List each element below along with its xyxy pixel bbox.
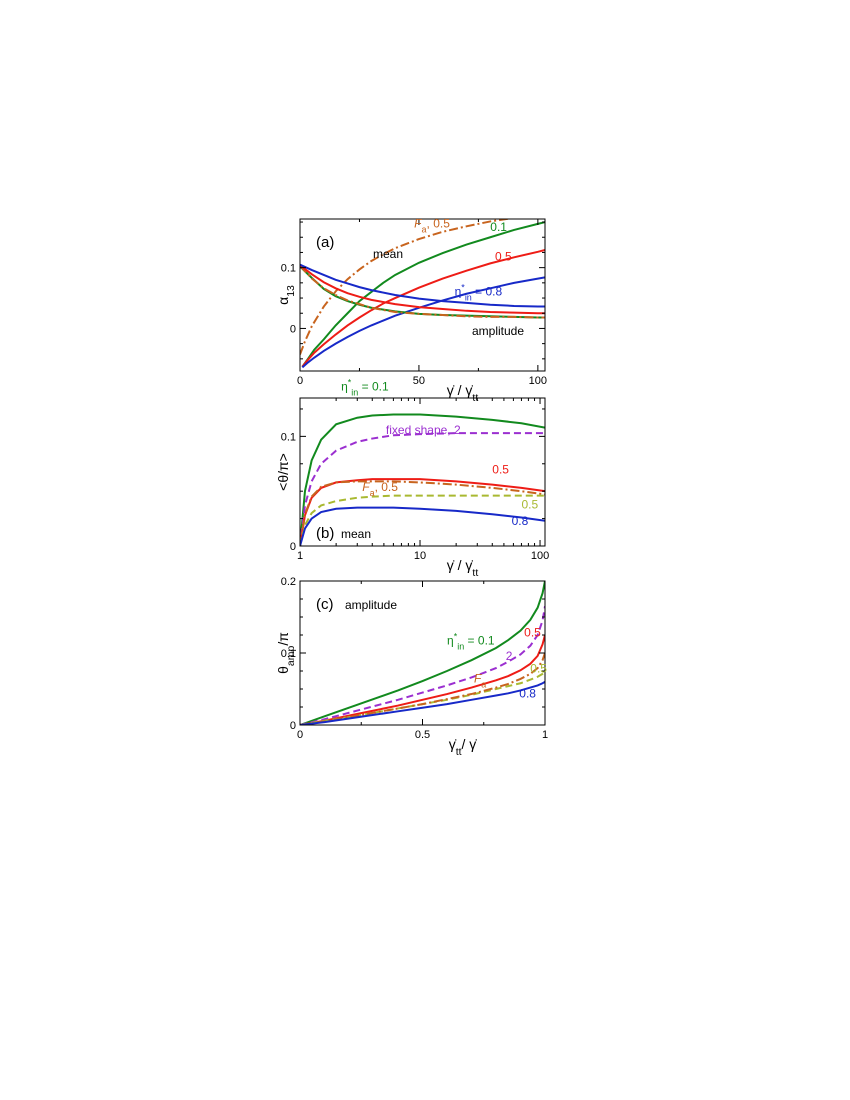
series-annotation: 0.5 [495, 249, 512, 263]
x-tick-label: 0 [297, 375, 303, 387]
series-annotation: η*in = 0.8 [455, 283, 503, 303]
series-annotation: 0.8 [519, 687, 536, 701]
series-line-6 [300, 506, 545, 546]
series-annotation: 0.5 [492, 463, 509, 477]
x-tick-label: 1 [297, 550, 303, 562]
y-tick-label: 0 [290, 720, 296, 732]
series-line-3 [300, 634, 545, 725]
series-line-4 [300, 219, 513, 355]
panel-tag-top: amplitude [345, 598, 397, 612]
series-annotation: 0.8 [512, 514, 529, 528]
x-tick-label: 50 [413, 375, 425, 387]
series-line-4 [300, 480, 545, 546]
panel-letter: (b) [316, 525, 334, 542]
series-line-5 [300, 494, 545, 546]
x-tick-label: 100 [531, 550, 549, 562]
y-tick-label: 0.1 [281, 431, 296, 443]
series-annotation: 0.5 [530, 661, 547, 675]
series-line-6 [300, 680, 545, 725]
plot-frame [299, 397, 546, 547]
y-tick-label: 0 [290, 323, 296, 335]
series-line-1 [300, 581, 545, 725]
series-annotation: η*in = 0.1 [447, 631, 495, 651]
series-annotation: 0.1 [490, 220, 507, 234]
series-line-2 [300, 606, 545, 725]
x-axis-label: γ̇tt/ γ̇ [449, 736, 478, 758]
panel-b: 1 10 100 0 0.1 γ̇ / γ̇tt <θ/π> (b) mean η*in = 0.… [275, 377, 549, 579]
series-line-2 [300, 432, 545, 546]
y-tick-label: 0.2 [281, 576, 296, 588]
y-axis-label: <θ/π> [275, 453, 291, 491]
y-axis-label: θamp/π [275, 632, 297, 674]
series-annotation: Fa, 0.5 [362, 480, 398, 498]
series-line-8 [300, 263, 545, 308]
series-line-5 [300, 652, 545, 725]
y-tick-label: 0.1 [281, 263, 296, 275]
series-annotation: 2 [506, 649, 513, 663]
series-line-3 [300, 478, 545, 546]
y-axis-label: α13 [275, 285, 297, 305]
series-line-7 [300, 264, 545, 315]
x-axis-label: γ̇ / γ̇tt [447, 382, 479, 404]
panel-letter: (a) [316, 234, 334, 251]
series-line-1 [301, 221, 545, 368]
x-tick-label: 10 [414, 550, 426, 562]
series-annotation: 0.5 [521, 498, 538, 512]
y-tick-label: 0 [290, 541, 296, 553]
series-annotation: η*in = 0.1 [341, 377, 389, 397]
panel-letter: (c) [316, 596, 334, 613]
series-annotation: Fa, 0.5 [414, 217, 450, 235]
series-annotation: Fa [474, 672, 486, 690]
x-tick-label: 0 [297, 729, 303, 741]
series-line-2 [301, 249, 545, 368]
series-line-5 [300, 265, 545, 319]
y-tick-label: 0.1 [281, 648, 296, 660]
x-tick-label: 100 [529, 375, 547, 387]
panel-c: 0 0.5 1 0 0.1 0.2 γ̇tt/ γ̇ θamp/π (c) amplitude η*… [275, 576, 548, 758]
series-annotation: fixed shape, 2 [386, 423, 461, 437]
x-axis-label: γ̇ / γ̇tt [447, 557, 479, 579]
series-line-1 [300, 413, 545, 546]
panel-a: 0 50 100 0 0.1 γ̇ / γ̇tt α13 (a) mean amplitude 0.… [275, 217, 547, 404]
panel-tag-bottom: mean [341, 527, 371, 541]
plot-frame [299, 218, 546, 372]
panel-tag-bottom: amplitude [472, 324, 524, 338]
panel-tag-top: mean [373, 247, 403, 261]
x-tick-label: 1 [542, 729, 548, 741]
series-line-3 [301, 276, 545, 369]
series-annotation: 0.5 [524, 625, 541, 639]
x-tick-label: 0.5 [415, 729, 430, 741]
series-line-6 [300, 265, 545, 319]
